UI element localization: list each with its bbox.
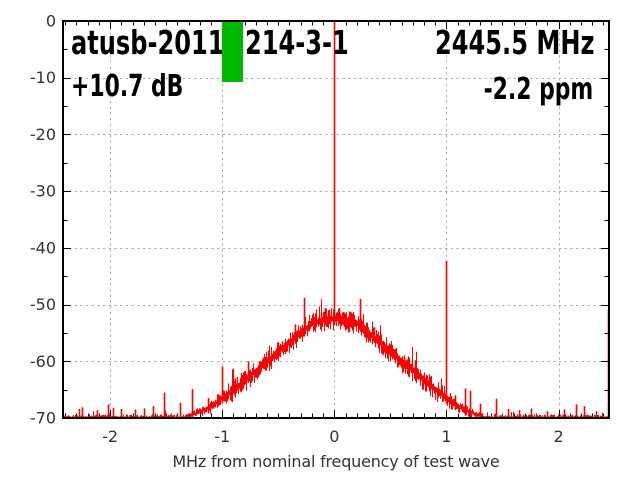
plot-title-left: atusb-2011: [71, 23, 225, 62]
x-tick-label: 2: [553, 427, 563, 446]
y-tick-label: -20: [30, 125, 56, 144]
plot-title-right: 214-3-1: [245, 23, 349, 62]
plot-border: [62, 20, 610, 419]
spectrum-trace: [64, 299, 609, 417]
y-tick-label: -60: [30, 352, 56, 371]
x-axis-label: MHz from nominal frequency of test wave: [172, 452, 500, 471]
y-tick-label: -50: [30, 295, 56, 314]
spike-lines: [78, 22, 610, 417]
x-tick-label: 0: [329, 427, 339, 446]
gain-label: +10.7 dB: [71, 69, 184, 104]
y-tick-label: 0: [46, 12, 56, 31]
x-tick-label: 1: [441, 427, 451, 446]
ppm-offset-label: -2.2 ppm: [483, 72, 593, 107]
y-tick-label: -30: [30, 182, 56, 201]
y-tick-label: -40: [30, 238, 56, 257]
x-tick-label: -1: [214, 427, 230, 446]
x-tick-label: -2: [102, 427, 118, 446]
y-tick-label: -10: [30, 68, 56, 87]
marker-box: [221, 22, 244, 82]
frequency-label: 2445.5 MHz: [434, 23, 594, 62]
y-tick-label: -70: [30, 409, 56, 428]
